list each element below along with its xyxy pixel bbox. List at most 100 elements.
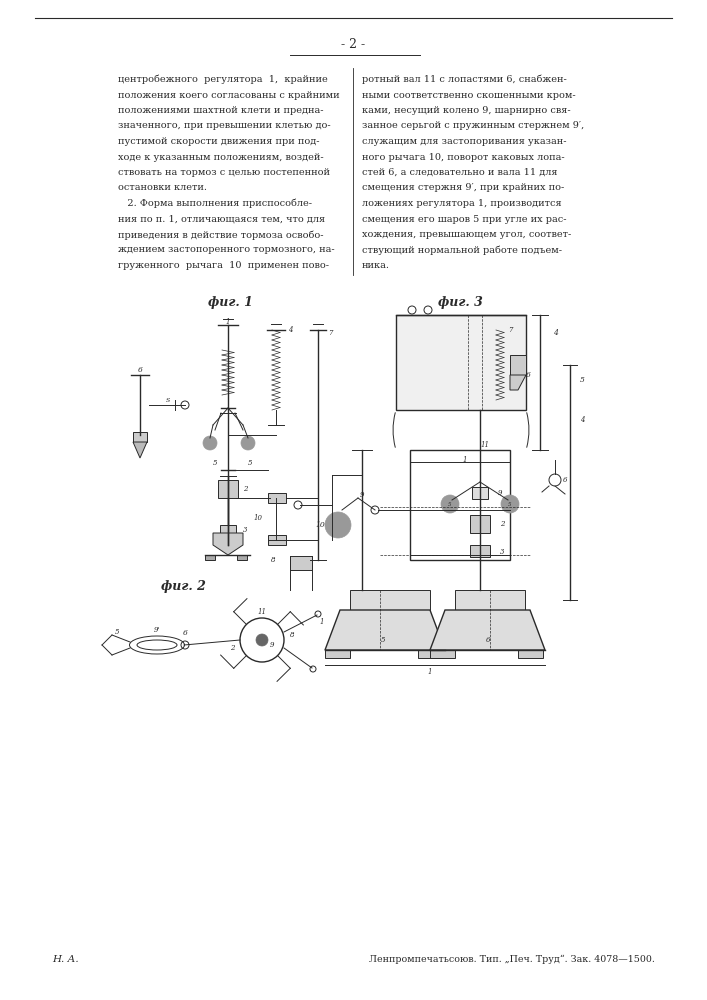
- Bar: [430, 650, 455, 658]
- Text: 4: 4: [553, 329, 557, 337]
- Text: ными соответственно скошенными кром-: ными соответственно скошенными кром-: [362, 91, 575, 100]
- Bar: [268, 535, 286, 545]
- Circle shape: [441, 495, 459, 513]
- Polygon shape: [510, 375, 526, 390]
- Bar: [325, 650, 350, 658]
- Polygon shape: [325, 610, 445, 650]
- Bar: [510, 355, 526, 375]
- Bar: [290, 556, 312, 570]
- Text: 5: 5: [448, 502, 452, 506]
- Text: приведения в действие тормоза освобо-: приведения в действие тормоза освобо-: [118, 230, 324, 239]
- Text: 9: 9: [270, 641, 274, 649]
- Text: 1: 1: [463, 456, 467, 464]
- Bar: [470, 545, 490, 557]
- Text: Ленпромпечатьсоюв. Тип. „Печ. Труд“. Зак. 4078—1500.: Ленпромпечатьсоюв. Тип. „Печ. Труд“. Зак…: [369, 955, 655, 964]
- Polygon shape: [213, 533, 243, 555]
- Text: 3: 3: [243, 526, 247, 534]
- Text: 4: 4: [580, 416, 584, 424]
- Text: груженного  рычага  10  применен пово-: груженного рычага 10 применен пово-: [118, 261, 329, 270]
- Text: - 2 -: - 2 -: [341, 38, 365, 51]
- Text: 7: 7: [508, 326, 513, 334]
- Text: 7: 7: [328, 329, 332, 337]
- Bar: [268, 493, 286, 503]
- FancyArrowPatch shape: [393, 413, 395, 447]
- Text: ротный вал 11 с лопастями 6, снабжен-: ротный вал 11 с лопастями 6, снабжен-: [362, 75, 567, 85]
- Circle shape: [203, 436, 217, 450]
- Text: 5: 5: [115, 628, 119, 636]
- Text: ника.: ника.: [362, 261, 390, 270]
- Text: 5: 5: [213, 459, 217, 467]
- Bar: [396, 315, 526, 410]
- Text: 6: 6: [182, 629, 187, 637]
- Polygon shape: [430, 610, 545, 650]
- Circle shape: [501, 495, 519, 513]
- Text: 11: 11: [257, 608, 267, 616]
- Bar: [410, 450, 510, 560]
- Text: ствовать на тормоз с целью постепенной: ствовать на тормоз с целью постепенной: [118, 168, 330, 177]
- Text: 8: 8: [271, 556, 275, 564]
- Text: ждением застопоренного тормозного, на-: ждением застопоренного тормозного, на-: [118, 245, 334, 254]
- Text: 3: 3: [500, 548, 504, 556]
- Circle shape: [256, 634, 268, 646]
- Text: 2: 2: [500, 520, 504, 528]
- Text: ствующий нормальной работе подъем-: ствующий нормальной работе подъем-: [362, 245, 562, 255]
- Text: 9: 9: [498, 489, 502, 497]
- Text: центробежного  регулятора  1,  крайние: центробежного регулятора 1, крайние: [118, 75, 328, 85]
- Text: 2: 2: [230, 644, 234, 652]
- Text: смещения стержня 9′, при крайних по-: смещения стержня 9′, при крайних по-: [362, 184, 564, 192]
- Text: ходе к указанным положениям, воздей-: ходе к указанным положениям, воздей-: [118, 152, 324, 161]
- Text: 2. Форма выполнения приспособле-: 2. Форма выполнения приспособле-: [118, 199, 312, 209]
- Text: 8: 8: [290, 631, 294, 639]
- Text: ния по п. 1, отличающаяся тем, что для: ния по п. 1, отличающаяся тем, что для: [118, 215, 325, 224]
- Text: 6: 6: [563, 476, 567, 484]
- Text: 5: 5: [508, 502, 512, 506]
- Bar: [518, 650, 543, 658]
- Text: смещения его шаров 5 при угле их рас-: смещения его шаров 5 при угле их рас-: [362, 215, 566, 224]
- Text: фиг. 2: фиг. 2: [160, 580, 206, 593]
- Text: пустимой скорости движения при под-: пустимой скорости движения при под-: [118, 137, 320, 146]
- FancyArrowPatch shape: [527, 413, 529, 447]
- Text: положениями шахтной клети и предна-: положениями шахтной клети и предна-: [118, 106, 324, 115]
- Text: значенного, при превышении клетью до-: значенного, при превышении клетью до-: [118, 121, 331, 130]
- Text: 9: 9: [360, 491, 364, 499]
- Text: фиг. 1: фиг. 1: [208, 296, 252, 309]
- Bar: [418, 650, 443, 658]
- Bar: [133, 432, 147, 442]
- Text: S: S: [166, 397, 170, 402]
- Text: 1: 1: [226, 318, 230, 326]
- Polygon shape: [133, 442, 147, 458]
- Text: 6: 6: [486, 636, 490, 644]
- Bar: [350, 590, 430, 610]
- Bar: [455, 590, 525, 610]
- Text: ками, несущий колено 9, шарнирно свя-: ками, несущий колено 9, шарнирно свя-: [362, 106, 571, 115]
- Text: 1: 1: [428, 668, 432, 676]
- Text: 11: 11: [481, 441, 489, 449]
- Text: 6: 6: [138, 366, 142, 374]
- Text: 5: 5: [580, 376, 585, 384]
- Text: положения коего согласованы с крайними: положения коего согласованы с крайними: [118, 91, 339, 100]
- Bar: [205, 555, 215, 560]
- Text: 9': 9': [154, 626, 160, 634]
- Text: 6: 6: [525, 371, 530, 379]
- Circle shape: [325, 512, 351, 538]
- Text: 5: 5: [381, 636, 385, 644]
- Bar: [218, 480, 238, 498]
- Text: стей 6, а следовательно и вала 11 для: стей 6, а следовательно и вала 11 для: [362, 168, 558, 177]
- Text: служащим для застопоривания указан-: служащим для застопоривания указан-: [362, 137, 566, 146]
- Text: 5: 5: [247, 459, 252, 467]
- Bar: [470, 515, 490, 533]
- Text: 2: 2: [243, 485, 247, 493]
- Text: 4: 4: [288, 326, 292, 334]
- Text: ного рычага 10, поворот каковых лопа-: ного рычага 10, поворот каковых лопа-: [362, 152, 565, 161]
- Circle shape: [241, 436, 255, 450]
- Text: занное серьгой с пружинным стержнем 9′,: занное серьгой с пружинным стержнем 9′,: [362, 121, 584, 130]
- Text: ложениях регулятора 1, производится: ложениях регулятора 1, производится: [362, 199, 561, 208]
- Text: фиг. 3: фиг. 3: [438, 296, 482, 309]
- Bar: [237, 555, 247, 560]
- Bar: [472, 487, 488, 499]
- Text: остановки клети.: остановки клети.: [118, 184, 207, 192]
- Bar: [220, 525, 236, 533]
- Text: хождения, превышающем угол, соответ-: хождения, превышающем угол, соответ-: [362, 230, 571, 239]
- Text: Н. А.: Н. А.: [52, 955, 78, 964]
- Text: 10: 10: [315, 521, 325, 529]
